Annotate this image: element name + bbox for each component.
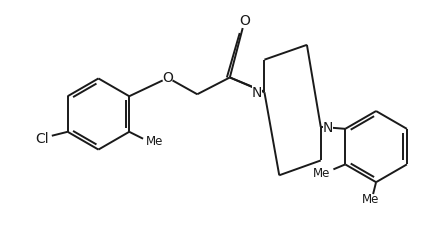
Text: N: N (323, 120, 333, 134)
Text: Me: Me (313, 166, 330, 179)
Text: Me: Me (146, 135, 164, 148)
Text: N: N (252, 86, 263, 100)
Text: O: O (239, 14, 250, 28)
Text: O: O (162, 71, 173, 85)
Text: Cl: Cl (35, 131, 49, 145)
Text: N: N (252, 86, 263, 100)
Text: Me: Me (362, 193, 379, 206)
